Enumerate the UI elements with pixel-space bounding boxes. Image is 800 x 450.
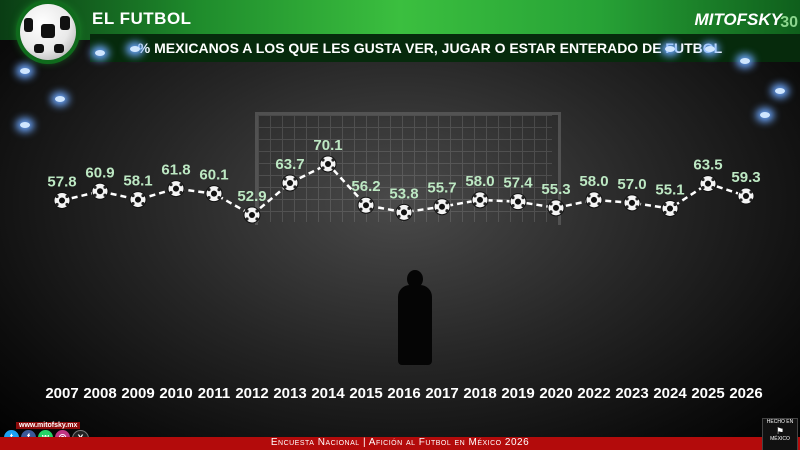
data-label-2023: 57.0	[617, 176, 646, 193]
data-point-2014	[319, 155, 337, 173]
brand-logo: MITOFSKY	[694, 10, 782, 29]
footer-bar	[0, 437, 800, 450]
survey-caption: Encuesta Nacional | Afición al Futbol en…	[270, 437, 530, 448]
data-label-2022: 58.0	[579, 173, 608, 190]
goal-frame	[255, 112, 561, 225]
data-point-2018	[471, 191, 489, 209]
data-point-2012	[243, 206, 261, 224]
x-tick-2022: 2022	[577, 385, 610, 402]
data-label-2013: 63.7	[275, 156, 304, 173]
x-tick-2014: 2014	[311, 385, 345, 402]
data-point-2020	[547, 199, 565, 217]
data-point-2016	[395, 203, 413, 221]
data-label-2008: 60.9	[85, 164, 114, 181]
data-point-2026	[737, 187, 755, 205]
x-tick-2010: 2010	[159, 385, 192, 402]
data-label-2019: 57.4	[503, 175, 533, 192]
data-label-2026: 59.3	[731, 169, 760, 186]
x-tick-2013: 2013	[273, 385, 306, 402]
data-point-2015	[357, 196, 375, 214]
data-point-2017	[433, 198, 451, 216]
data-label-2009: 58.1	[123, 173, 152, 190]
x-tick-2018: 2018	[463, 385, 496, 402]
brand-logo-number: 30	[780, 14, 798, 31]
x-tick-2024: 2024	[653, 385, 687, 402]
data-point-2011	[205, 185, 223, 203]
player-silhouette	[398, 285, 432, 365]
website-url[interactable]: www.mitofsky.mx	[16, 422, 81, 429]
data-label-2025: 63.5	[693, 157, 722, 174]
data-label-2014: 70.1	[313, 137, 342, 154]
subtitle-bar	[90, 34, 800, 62]
data-label-2017: 55.7	[427, 180, 456, 197]
data-point-2024	[661, 199, 679, 217]
x-tick-2015: 2015	[349, 385, 382, 402]
x-tick-2016: 2016	[387, 385, 420, 402]
soccer-ball-icon	[20, 4, 76, 60]
data-point-2009	[129, 191, 147, 209]
x-tick-2007: 2007	[45, 385, 78, 402]
x-tick-2025: 2025	[691, 385, 724, 402]
data-point-2022	[585, 191, 603, 209]
x-tick-2020: 2020	[539, 385, 572, 402]
data-label-2016: 53.8	[389, 185, 418, 202]
x-tick-2012: 2012	[235, 385, 268, 402]
x-tick-2008: 2008	[83, 385, 116, 402]
page-title: EL FUTBOL	[92, 9, 192, 28]
x-tick-2026: 2026	[729, 385, 762, 402]
data-point-2025	[699, 175, 717, 193]
data-point-2013	[281, 174, 299, 192]
x-tick-2023: 2023	[615, 385, 648, 402]
data-label-2010: 61.8	[161, 162, 190, 179]
header-bar	[0, 0, 800, 40]
flag-icon: ⚑	[775, 426, 785, 436]
data-label-2015: 56.2	[351, 178, 380, 195]
x-tick-2009: 2009	[121, 385, 154, 402]
made-in-top: HECHO EN	[766, 419, 794, 425]
x-tick-2019: 2019	[501, 385, 534, 402]
data-label-2018: 58.0	[465, 173, 494, 190]
data-point-2010	[167, 180, 185, 198]
data-label-2024: 55.1	[655, 181, 684, 198]
data-point-2023	[623, 194, 641, 212]
data-label-2007: 57.8	[47, 173, 76, 190]
data-label-2012: 52.9	[237, 188, 266, 205]
x-tick-2017: 2017	[425, 385, 458, 402]
data-label-2020: 55.3	[541, 181, 570, 198]
x-tick-2011: 2011	[198, 385, 231, 402]
data-point-2007	[53, 191, 71, 209]
data-label-2011: 60.1	[199, 167, 228, 184]
data-point-2008	[91, 182, 109, 200]
made-in-bottom: MÉXICO	[770, 436, 790, 442]
player-silhouette-head	[407, 270, 423, 288]
made-in-mexico-badge: HECHO EN ⚑ MÉXICO	[762, 418, 798, 450]
data-point-2019	[509, 193, 527, 211]
chart-title: % MEXICANOS A LOS QUE LES GUSTA VER, JUG…	[137, 40, 723, 56]
